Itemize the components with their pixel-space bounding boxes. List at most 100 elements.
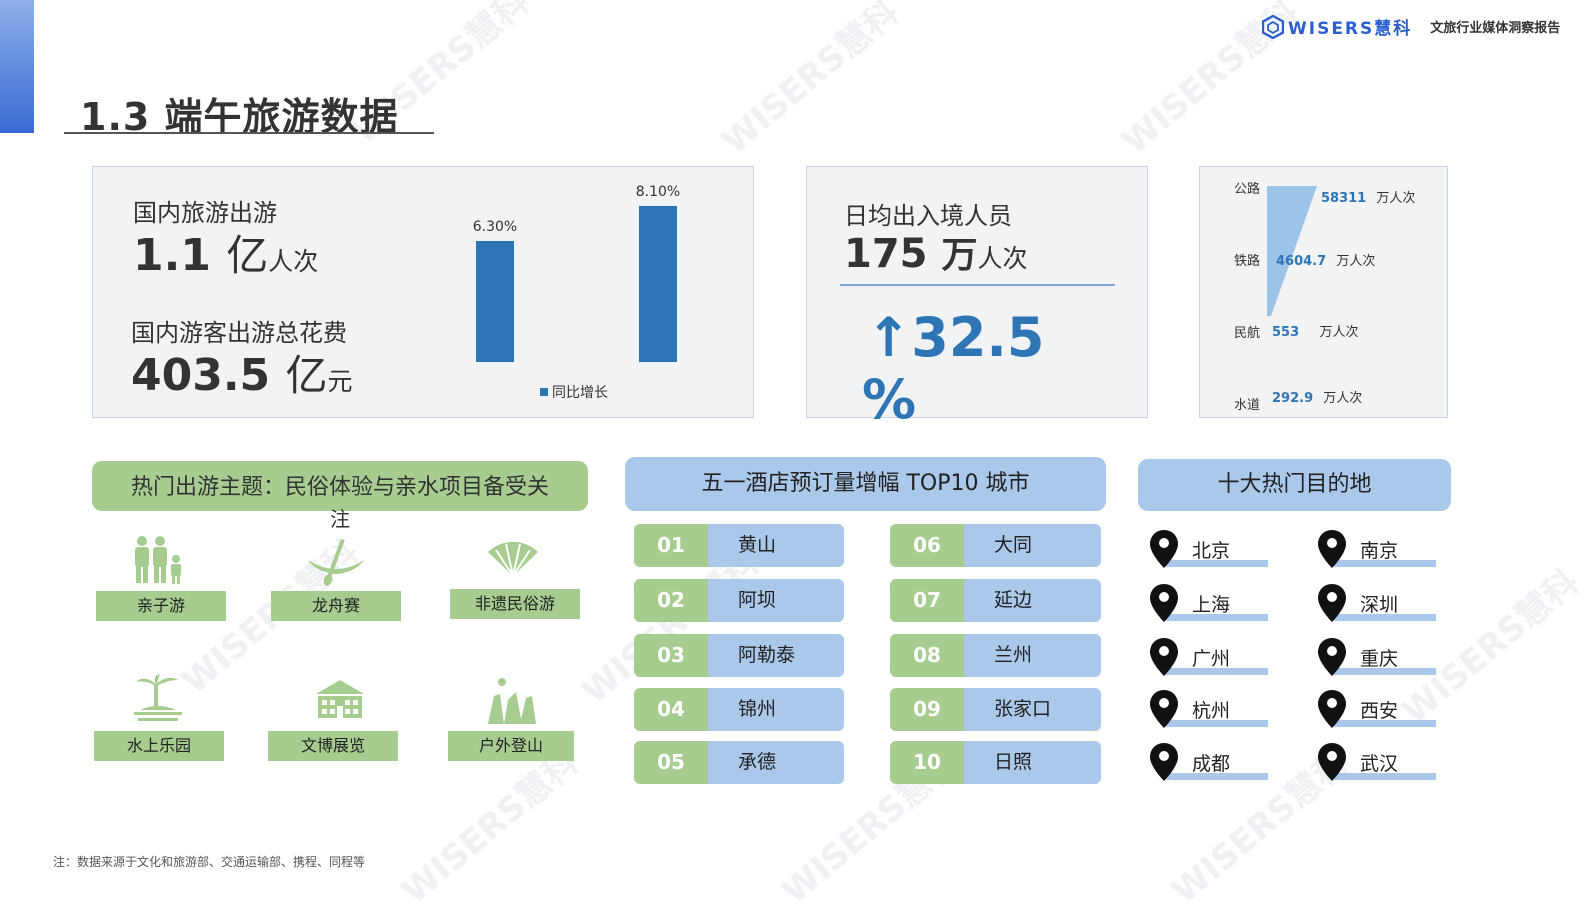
destination-city: 武汉: [1360, 753, 1399, 775]
transport-number: 4604.7: [1276, 254, 1327, 269]
transport-value-road: 58311 万人次: [1321, 187, 1415, 206]
spend-value: 403.5 亿元: [131, 342, 353, 403]
hotel-city: 兰州: [964, 634, 1101, 677]
trips-number: 1.1: [133, 230, 211, 281]
theme-family: 亲子游: [96, 591, 226, 621]
hotels-title: 五一酒店预订量增幅 TOP10 城市: [625, 457, 1106, 511]
bar-8.10: [639, 206, 677, 362]
hotel-city: 日照: [964, 741, 1101, 784]
destination-underline: [1334, 720, 1436, 727]
destination-underline: [1166, 560, 1268, 567]
hotel-city: 阿勒泰: [708, 634, 844, 677]
border-unit: 万: [941, 235, 978, 276]
watermark: WISERS慧科: [394, 742, 587, 913]
destination-city: 深圳: [1360, 594, 1399, 616]
destination-underline: [1334, 773, 1436, 780]
themes-title-line1: 热门出游主题：民俗体验与亲水项目备受关: [130, 475, 549, 500]
family-icon: [135, 536, 181, 584]
themes-title: 热门出游主题：民俗体验与亲水项目备受关: [92, 461, 588, 511]
hotel-rank: 10: [890, 741, 964, 784]
hotel-city: 延边: [964, 579, 1101, 622]
destination-city: 西安: [1360, 700, 1399, 722]
bar-data-label: 6.30%: [472, 218, 518, 235]
spend-number: 403.5: [131, 350, 271, 401]
watermark: WISERS慧科: [1394, 562, 1587, 733]
destination-underline: [1166, 614, 1268, 621]
map-pin-icon: [1150, 584, 1178, 626]
bar-6.30: [476, 240, 514, 362]
destination-city: 杭州: [1192, 700, 1231, 722]
transport-label-air: 民航: [1234, 326, 1261, 341]
map-pin-icon: [1150, 638, 1178, 680]
hotel-city: 承德: [708, 741, 844, 784]
border-number: 175: [844, 231, 928, 277]
transport-unit: 万人次: [1376, 191, 1416, 206]
title-underline: [64, 132, 434, 134]
report-name: 文旅行业媒体洞察报告: [1430, 21, 1561, 36]
hotel-rank: 06: [890, 524, 964, 567]
transport-label-water: 水道: [1234, 398, 1261, 413]
trips-subunit: 人次: [268, 247, 319, 276]
destination-underline: [1334, 668, 1436, 675]
border-value: 175 万人次: [844, 226, 1027, 278]
chart-legend: 同比增长: [540, 382, 608, 402]
map-pin-icon: [1318, 690, 1346, 732]
destinations-title: 十大热门目的地: [1138, 459, 1451, 511]
spend-label: 国内游客出游总花费: [131, 319, 347, 347]
funnel-shape: [1267, 186, 1317, 316]
theme-museum: 文博展览: [268, 731, 398, 761]
fan-icon: [488, 541, 538, 577]
hotel-rank: 04: [634, 688, 708, 731]
theme-dragon-boat: 龙舟赛: [271, 591, 401, 621]
hotel-rank: 01: [634, 524, 708, 567]
spend-subunit: 元: [327, 367, 353, 396]
destination-city: 北京: [1192, 540, 1231, 562]
map-pin-icon: [1318, 584, 1346, 626]
trips-value: 1.1 亿人次: [133, 222, 318, 283]
watermark: WISERS慧科: [714, 0, 907, 163]
theme-water-park: 水上乐园: [94, 731, 224, 761]
trips-label: 国内旅游出游: [133, 199, 277, 227]
growth-chart: 6.30% 8.10% 同比增长: [440, 180, 740, 410]
destination-city: 南京: [1360, 540, 1399, 562]
map-pin-icon: [1318, 530, 1346, 572]
canoe-icon: [308, 538, 364, 586]
divider: [840, 284, 1115, 286]
hexagon-logo-icon: [1262, 14, 1284, 39]
transport-number: 58311: [1321, 191, 1367, 206]
island-icon: [134, 674, 182, 721]
map-pin-icon: [1318, 743, 1346, 785]
trips-unit: 亿: [226, 231, 269, 280]
hotel-rank: 08: [890, 634, 964, 677]
themes-title-line2: 注: [330, 507, 350, 531]
brand-logo: WISERS慧科 文旅行业媒体洞察报告: [1262, 14, 1560, 39]
transport-unit: 万人次: [1319, 325, 1359, 340]
hotel-rank: 09: [890, 688, 964, 731]
hotel-rank: 02: [634, 579, 708, 622]
destination-underline: [1166, 668, 1268, 675]
destination-underline: [1334, 560, 1436, 567]
transport-funnel: [1267, 186, 1317, 316]
transport-panel: [1199, 166, 1448, 418]
transport-unit: 万人次: [1336, 254, 1376, 269]
growth-percent: %: [862, 368, 917, 431]
transport-value-rail: 4604.7 万人次: [1276, 250, 1375, 269]
spend-unit: 亿: [285, 351, 328, 400]
hotel-city: 张家口: [964, 688, 1101, 731]
museum-icon: [316, 680, 364, 718]
map-pin-icon: [1318, 638, 1346, 680]
hotel-city: 锦州: [708, 688, 844, 731]
destination-underline: [1166, 773, 1268, 780]
hotel-rank: 07: [890, 579, 964, 622]
border-subunit: 人次: [977, 244, 1028, 273]
legend-label: 同比增长: [552, 385, 608, 401]
hotel-city: 大同: [964, 524, 1101, 567]
bar-data-label: 8.10%: [635, 184, 681, 200]
theme-hiking: 户外登山: [448, 731, 574, 761]
logo-text: WISERS慧科: [1288, 19, 1413, 39]
transport-number: 292.9: [1272, 391, 1314, 406]
transport-label-road: 公路: [1234, 182, 1261, 197]
transport-label-rail: 铁路: [1234, 254, 1261, 269]
destination-city: 成都: [1192, 753, 1231, 775]
mountain-icon: [488, 678, 536, 724]
